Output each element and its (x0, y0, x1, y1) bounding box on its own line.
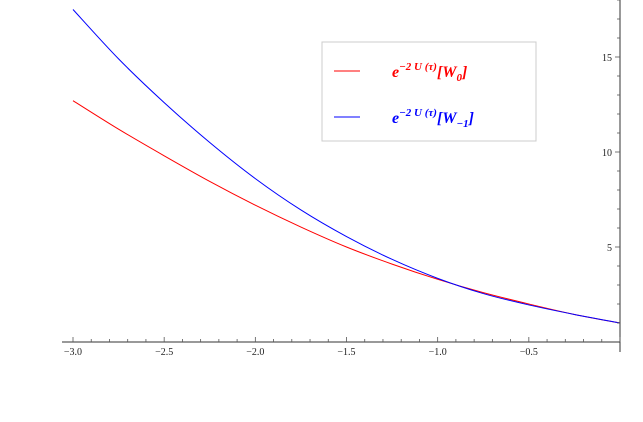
legend-bracket-open: [ (437, 110, 444, 127)
y-tick-label: 10 (602, 148, 612, 159)
legend-subscript: 0 (457, 72, 463, 84)
series-layer (72, 9, 621, 324)
x-tick-label: −0.5 (520, 347, 538, 358)
x-tick-label: −3.0 (64, 347, 82, 358)
x-tick-label: −2.0 (246, 347, 264, 358)
x-tick-label: −1.0 (429, 347, 447, 358)
legend-name: W (442, 110, 458, 127)
legend-box (321, 41, 537, 142)
series-line-w-1 (72, 9, 621, 324)
ticks-layer: −3.0 −2.5 −2.0 −1.5 −1.0 −0.5 5 10 15 (64, 0, 621, 358)
legend-bracket-close: ] (468, 110, 474, 127)
legend-label-w-1: e−2 U (τ)[W−1] (392, 107, 474, 130)
legend-label-w0: e−2 U (τ)[W0] (392, 61, 467, 84)
y-tick-label: 5 (607, 243, 612, 254)
y-tick-label: 15 (602, 53, 612, 64)
legend-base: e (392, 64, 399, 81)
legend: e−2 U (τ)[W0] e−2 U (τ)[W−1] (321, 41, 537, 142)
legend-name: W (442, 64, 458, 81)
legend-exponent: −2 U (τ) (399, 107, 437, 119)
legend-exponent: −2 U (τ) (399, 61, 437, 73)
x-tick-label: −1.5 (337, 347, 355, 358)
legend-base: e (392, 110, 399, 127)
x-tick-label: −2.5 (155, 347, 173, 358)
legend-subscript: −1 (457, 118, 469, 130)
series-line-w0 (72, 100, 621, 324)
legend-bracket-open: [ (437, 64, 444, 81)
legend-bracket-close: ] (461, 64, 467, 81)
axes-layer (62, 0, 621, 352)
